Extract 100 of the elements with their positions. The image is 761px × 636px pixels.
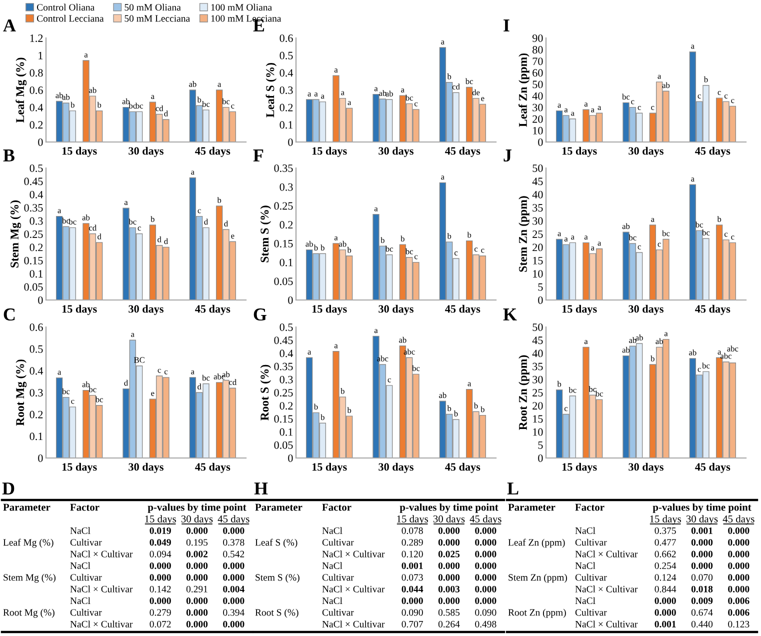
data-label: 0.000 — [223, 574, 244, 581]
data-label: 0.000 — [728, 586, 750, 592]
data-label: 0.000 — [728, 574, 750, 581]
y-tick-label: NaCl — [575, 562, 596, 570]
data-label: a — [664, 332, 668, 336]
data-label: c — [638, 106, 641, 110]
data-label: bc — [465, 78, 474, 84]
x-tick-label: 45 days — [695, 462, 730, 473]
data-label: c — [698, 368, 701, 372]
data-label: a — [308, 92, 312, 96]
data-label: 0.000 — [438, 562, 460, 570]
y-tick-label: NaCl × Cultivar — [70, 620, 133, 628]
y-tick-label: NaCl × Cultivar — [70, 550, 133, 558]
y-tick-label: NaCl — [322, 597, 342, 604]
chart-title: K — [503, 308, 517, 320]
y-tick-label: NaCl × Cultivar — [575, 586, 638, 592]
data-label: b — [340, 388, 344, 394]
data-label: 0.375 — [654, 527, 676, 534]
data-label: 0.000 — [691, 550, 713, 558]
data-label: c — [731, 99, 734, 104]
legend-label: 100 mM Oliana — [211, 4, 272, 11]
data-label: d — [204, 218, 208, 225]
data-label: c — [454, 251, 458, 256]
data-label: ab — [82, 381, 90, 388]
data-label: d — [224, 220, 228, 226]
x-tick-label: 15 days — [312, 462, 347, 473]
data-label: 0.006 — [728, 598, 750, 604]
data-label: a — [591, 246, 594, 250]
y-tick-label: 45 — [532, 336, 543, 344]
y-tick-label: 0.4 — [30, 367, 44, 375]
data-label: 0.585 — [438, 609, 460, 616]
data-label: 0.000 — [402, 598, 423, 604]
y-tick-label: 0.3 — [280, 376, 293, 384]
data-label: a — [571, 112, 574, 116]
data-label: 0.049 — [150, 539, 171, 546]
data-label: bc — [95, 396, 104, 402]
legend-label: Control Oliana — [36, 4, 95, 11]
data-label: 0.094 — [150, 550, 172, 558]
x-tick-label: 15 days — [62, 462, 97, 473]
x-tick-label: 15 days — [562, 462, 597, 473]
data-label: a — [401, 88, 404, 92]
x-tick-label: 45 days — [445, 304, 480, 315]
data-label: a — [571, 236, 574, 240]
data-label: b — [217, 197, 222, 203]
data-label: a — [84, 53, 88, 58]
x-tick-label: 30 days — [181, 515, 213, 525]
data-label: 0.000 — [475, 527, 496, 534]
data-label: b — [480, 406, 484, 412]
data-label: 0.264 — [438, 620, 460, 628]
y-tick-label: 0.1 — [280, 258, 293, 266]
data-label: ab — [636, 334, 643, 340]
data-label: 0.844 — [654, 586, 676, 592]
y-axis-title: Leaf Zn (ppm) — [518, 53, 530, 127]
data-label: bc — [702, 362, 710, 368]
data-label: ab — [689, 349, 696, 356]
text: Factor — [575, 504, 604, 511]
y-tick-label: 0.1 — [280, 121, 293, 129]
data-label: ab — [306, 240, 313, 247]
data-label: 0.078 — [402, 527, 423, 534]
y-tick-label: 60 — [532, 69, 543, 77]
data-label: a — [341, 91, 344, 96]
data-label: bc — [568, 386, 576, 393]
data-label: d — [158, 236, 162, 242]
data-label: 0.044 — [402, 586, 424, 592]
data-label: 0.279 — [150, 609, 171, 616]
y-tick-label: NaCl — [575, 597, 596, 604]
x-tick-label: 30 days — [128, 304, 164, 315]
x-tick-label: 45 days — [195, 304, 230, 315]
x-tick-label: 45 days — [695, 146, 730, 157]
data-label: ab — [122, 98, 130, 104]
x-tick-label: 30 days — [128, 146, 164, 157]
data-label: e — [231, 234, 234, 239]
chart-title: H — [254, 482, 268, 494]
data-label: 0.000 — [475, 550, 496, 558]
data-label: c — [164, 370, 168, 374]
data-label: b — [447, 405, 452, 412]
y2-tick-label: Stem Zn (ppm) — [508, 574, 567, 583]
data-label: e — [151, 392, 154, 396]
y-tick-label: 90 — [532, 34, 543, 42]
data-label: c — [158, 368, 161, 373]
data-label: 0.070 — [691, 574, 713, 581]
data-label: c — [718, 91, 721, 96]
data-label: c — [698, 94, 701, 98]
data-label: ab — [89, 87, 96, 93]
y2-tick-label: Leaf S (%) — [255, 538, 298, 548]
y-tick-label: 50 — [532, 164, 543, 172]
y-tick-label: NaCl — [322, 562, 342, 570]
data-label: ab — [82, 214, 90, 220]
data-label: d — [164, 238, 168, 244]
y-tick-label: 40 — [532, 190, 543, 198]
data-label: ab — [622, 346, 630, 353]
y-tick-label: 30 — [532, 376, 543, 384]
legend-label: 50 mM Lecciana — [124, 15, 190, 22]
y-tick-label: 0.45 — [274, 336, 293, 344]
data-label: 0.542 — [223, 550, 244, 558]
data-label: a — [658, 74, 662, 79]
data-label: e — [481, 97, 484, 102]
y-axis-title: Root Mg (%) — [16, 360, 27, 426]
data-label: c — [71, 400, 74, 404]
text: Parameter — [3, 504, 50, 511]
